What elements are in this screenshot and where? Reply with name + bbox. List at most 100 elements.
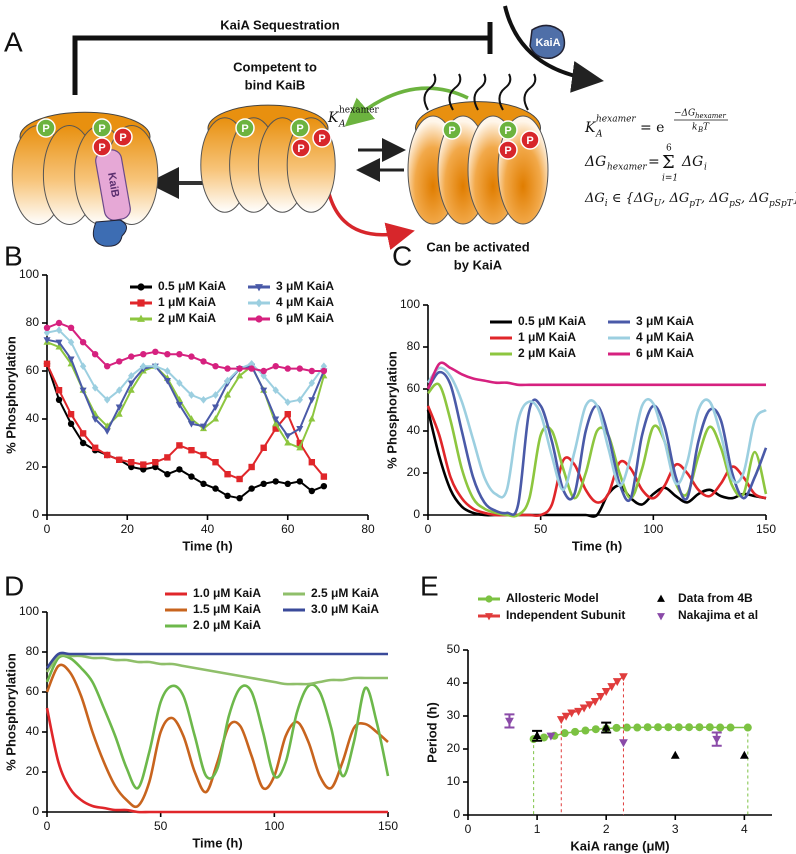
data-point <box>163 378 171 385</box>
y-tick-label: 40 <box>447 675 461 689</box>
data-point <box>103 428 111 435</box>
data-point <box>248 485 255 492</box>
data-point <box>236 365 243 372</box>
y-tick-label: 80 <box>26 644 40 658</box>
x-tick-label: 0 <box>465 822 472 836</box>
equation-part: , ΔG <box>741 191 769 206</box>
data-point <box>127 380 135 387</box>
legend-label: 1.5 μM KaiA <box>193 602 261 616</box>
data-point <box>695 723 704 732</box>
equation: A <box>595 130 603 140</box>
data-point <box>176 351 183 358</box>
x-tick-label: 0 <box>44 522 51 536</box>
data-point <box>55 387 63 394</box>
x-tick-label: 0 <box>425 522 432 536</box>
legend-marker <box>137 314 145 322</box>
data-point <box>224 391 232 398</box>
data-point <box>612 723 621 732</box>
series-line <box>46 363 325 480</box>
data-point <box>674 723 683 732</box>
panel-label: E <box>420 570 439 601</box>
x-tick-label: 40 <box>201 522 215 536</box>
y-tick-label: 20 <box>447 741 461 755</box>
y-tick-label: 0 <box>453 807 460 821</box>
series-line <box>46 341 325 449</box>
phosphate-label: P <box>504 125 511 137</box>
y-tick-label: 40 <box>407 423 421 437</box>
data-point <box>581 726 590 735</box>
phosphate-label: P <box>318 133 325 145</box>
data-point <box>546 732 556 741</box>
phosphate-label: P <box>119 132 126 144</box>
series-line <box>426 361 766 390</box>
legend-label: Allosteric Model <box>506 591 599 605</box>
legend-label: 2.5 μM KaiA <box>311 586 379 600</box>
competent-label: bind KaiB <box>245 77 306 92</box>
data-point <box>712 735 722 744</box>
y-tick-label: 30 <box>447 708 461 722</box>
phosphate-label: P <box>241 123 248 135</box>
data-point <box>284 480 291 487</box>
data-point <box>633 723 642 732</box>
k-label-sub: A <box>338 120 346 130</box>
x-tick-label: 150 <box>756 522 776 536</box>
x-tick-label: 50 <box>154 819 168 833</box>
phosphate <box>312 128 332 148</box>
equation: 6 <box>666 144 672 154</box>
series-line <box>45 651 388 669</box>
data-point <box>128 459 135 466</box>
data-point <box>320 367 328 375</box>
legend-label: 1.0 μM KaiA <box>193 586 261 600</box>
equation: ΔG <box>584 154 606 170</box>
data-point <box>540 733 548 742</box>
data-point <box>224 365 231 372</box>
equation: T <box>703 123 710 133</box>
data-point <box>585 701 594 710</box>
data-point <box>91 444 99 451</box>
y-tick-label: 100 <box>400 297 420 311</box>
series-line <box>46 329 325 404</box>
y-tick-label: 60 <box>407 381 421 395</box>
series-line <box>45 654 390 790</box>
data-point <box>224 492 231 499</box>
phosphate <box>92 118 112 138</box>
data-point <box>567 709 577 718</box>
series-line <box>426 366 767 499</box>
data-point <box>115 410 123 417</box>
data-point <box>43 324 51 331</box>
y-tick-label: 20 <box>26 764 40 778</box>
x-tick-label: 100 <box>643 522 663 536</box>
kaib-tail <box>92 219 127 247</box>
phosphate-label: P <box>526 135 533 147</box>
legend-label: 0.5 μM KaiA <box>518 314 586 328</box>
data-point <box>272 416 280 423</box>
tentacle <box>448 73 462 111</box>
competent-label: Competent to <box>233 59 317 74</box>
data-point <box>654 723 662 732</box>
data-point <box>187 421 195 428</box>
data-point <box>79 430 87 437</box>
y-axis-title: % Phosphorylation <box>3 653 18 771</box>
y-tick-label: 60 <box>26 363 40 377</box>
data-point <box>308 415 316 422</box>
data-point <box>308 367 316 375</box>
data-point <box>643 723 652 732</box>
x-tick-label: 3 <box>672 822 679 836</box>
data-point <box>67 338 75 347</box>
data-point <box>296 395 303 404</box>
activated-label: by KaiA <box>454 257 503 272</box>
series-line <box>46 338 325 437</box>
series-line <box>46 363 325 500</box>
equation: ΔGi ∈ {ΔGU, ΔGpT, ΔGpS, ΔGpSpT} <box>584 191 796 209</box>
k-label: K <box>327 110 340 126</box>
series-line <box>45 663 389 809</box>
data-point <box>91 383 99 392</box>
data-point <box>176 442 183 449</box>
data-point <box>622 723 631 732</box>
equation: K <box>584 120 597 136</box>
phosphate-label: P <box>98 123 105 135</box>
x-axis-title: Time (h) <box>182 538 232 553</box>
data-point <box>200 480 207 487</box>
legend-label: 2 μM KaiA <box>158 311 216 325</box>
x-tick-label: 80 <box>361 522 375 536</box>
